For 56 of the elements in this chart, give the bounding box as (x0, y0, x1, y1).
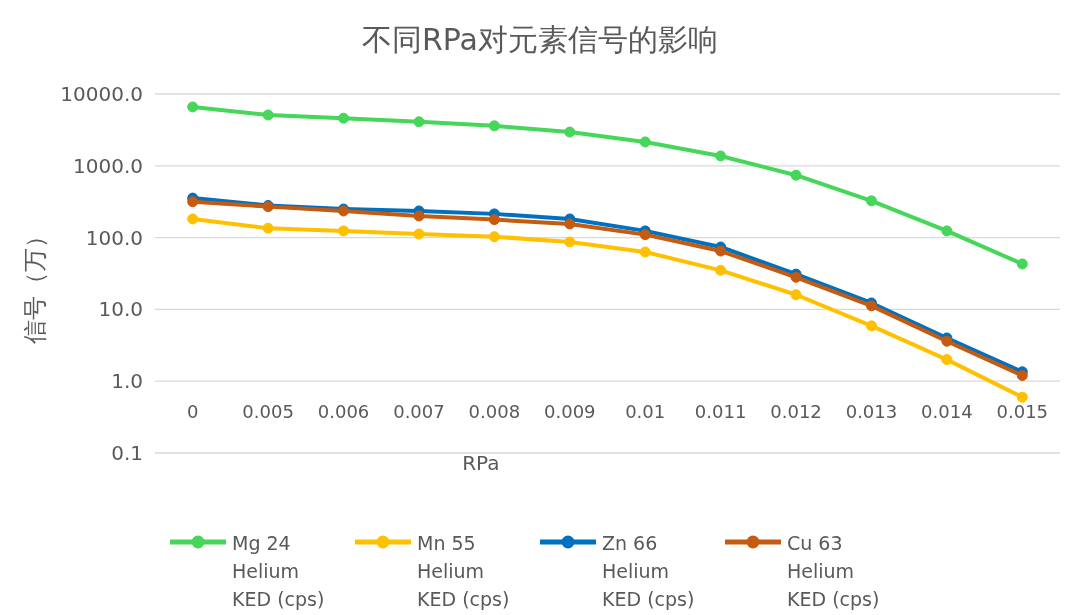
point (865, 320, 877, 332)
point (1016, 370, 1028, 382)
point (187, 196, 199, 208)
point (865, 195, 877, 207)
x-tick-label: 0.005 (242, 401, 294, 422)
legend-label: Zn 66 Helium KED (cps) (602, 532, 695, 610)
x-tick-label: 0.007 (393, 401, 445, 422)
x-tick-label: 0.011 (694, 401, 747, 422)
point (413, 228, 425, 240)
point (941, 225, 953, 237)
point (488, 214, 500, 226)
y-tick-label: 1000.0 (73, 153, 143, 178)
x-axis-title: RPa (462, 451, 500, 475)
point (790, 289, 802, 301)
point (1016, 258, 1028, 270)
legend-label: Mn 55 Helium KED (cps) (417, 532, 510, 610)
point (262, 222, 274, 234)
point (488, 120, 500, 132)
point (564, 236, 576, 248)
x-tick-label: 0.006 (317, 401, 370, 422)
legend-label: Cu 63 Helium KED (cps) (787, 532, 880, 610)
y-tick-label: 0.1 (111, 441, 143, 465)
point (715, 264, 727, 276)
x-tick-label: 0 (186, 401, 199, 422)
point (564, 126, 576, 138)
x-tick-label: 0.008 (468, 401, 521, 422)
point (715, 245, 727, 257)
chart-title: 不同RPa对元素信号的影响 (362, 22, 718, 57)
y-tick-label: 1.0 (111, 369, 143, 394)
y-tick-label: 10.0 (98, 297, 143, 322)
point (790, 169, 802, 181)
y-axis-title: 信号（万） (21, 223, 49, 344)
y-tick-label: 100.0 (85, 225, 143, 250)
point (715, 150, 727, 162)
point (187, 101, 199, 113)
x-tick-label: 0.014 (921, 401, 973, 422)
point (639, 136, 651, 148)
x-tick-label: 0.01 (625, 401, 666, 422)
point (187, 213, 199, 225)
point (413, 210, 425, 222)
point (639, 229, 651, 241)
x-tick-label: 0.012 (770, 401, 822, 422)
point (338, 112, 350, 124)
point (338, 225, 350, 237)
point (488, 231, 500, 243)
x-tick-label: 0.013 (845, 401, 898, 422)
point (1016, 391, 1028, 403)
legend-label: Mg 24 Helium KED (cps) (232, 532, 325, 610)
point (941, 354, 953, 366)
y-tick-label: 10000.0 (60, 82, 143, 106)
x-tick-label: 0.015 (996, 401, 1049, 422)
point (262, 109, 274, 121)
point (413, 116, 425, 128)
x-tick-label: 0.009 (544, 401, 596, 422)
point (564, 218, 576, 230)
point (639, 246, 651, 258)
